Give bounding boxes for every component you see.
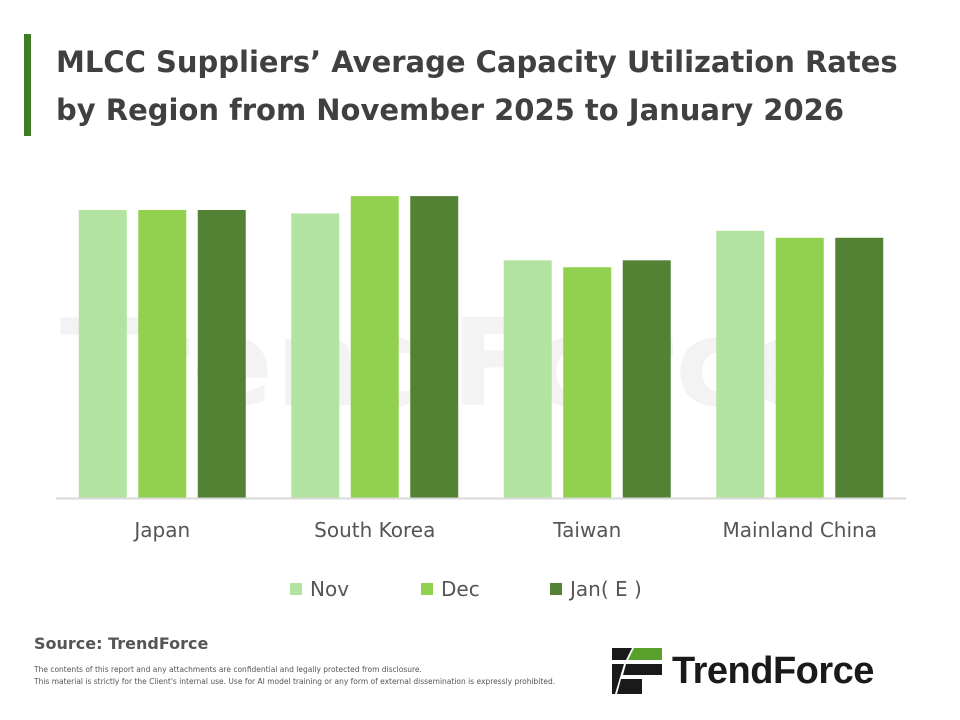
bar-japan-dec [138, 209, 187, 499]
disclaimer: The contents of this report and any atta… [34, 664, 594, 688]
bar-taiwan-dec [563, 267, 612, 498]
chart-title: MLCC Suppliers’ Average Capacity Utiliza… [56, 45, 898, 127]
legend-item-dec: Dec [421, 574, 480, 604]
bar-taiwan-nov [503, 260, 552, 498]
bar-mainland-china-nov [716, 230, 765, 498]
legend-item-jan: Jan( E ) [550, 574, 642, 604]
bar-mainland-china-dec [775, 237, 824, 498]
legend-label-dec: Dec [441, 577, 480, 601]
logo-text: TrendForce [672, 649, 874, 692]
x-tick-label: Taiwan [552, 518, 621, 542]
disclaimer-line: This material is strictly for the Client… [34, 677, 556, 686]
legend-swatch-dec [421, 583, 433, 595]
bar-south-korea-dec [350, 196, 399, 499]
trendforce-logo: TrendForce [612, 646, 932, 696]
x-tick-label: Mainland China [723, 518, 877, 542]
bar-japan-nov [78, 209, 127, 499]
bar-japan-jan [197, 209, 246, 499]
legend-item-nov: Nov [290, 574, 349, 604]
source-label: Source: TrendForce [34, 634, 209, 653]
bar-south-korea-nov [291, 213, 340, 498]
disclaimer-line: The contents of this report and any atta… [34, 665, 422, 674]
trendforce-logo-icon [612, 648, 662, 694]
x-tick-label: Japan [132, 518, 190, 542]
bar-south-korea-jan [410, 196, 459, 499]
legend-label-nov: Nov [310, 577, 350, 601]
title-accent-bar [24, 34, 31, 136]
legend: Nov Dec Jan( E ) [0, 574, 960, 604]
legend-swatch-jan [550, 583, 562, 595]
legend-swatch-nov [290, 583, 302, 595]
x-tick-label: South Korea [314, 518, 435, 542]
bar-mainland-china-jan [835, 237, 884, 498]
legend-label-jan: Jan( E ) [570, 577, 642, 601]
bar-taiwan-jan [622, 260, 671, 498]
